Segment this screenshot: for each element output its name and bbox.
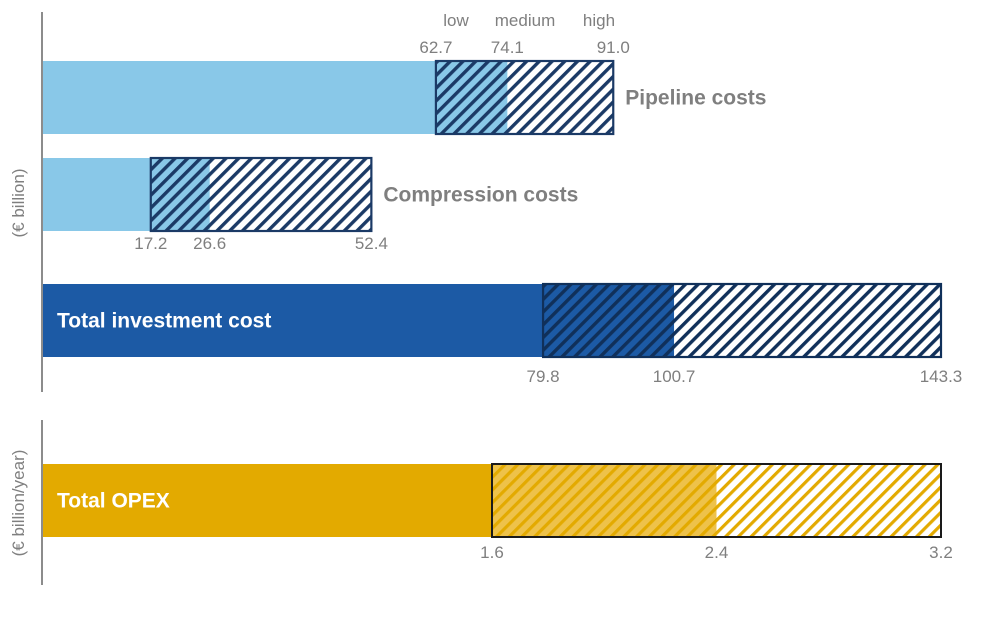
total-investment-hatch	[543, 284, 941, 357]
total-investment-base-segment	[43, 284, 544, 357]
bar-compression-costs: Compression costs 17.2 26.6 52.4	[43, 156, 578, 253]
total-investment-value-high: 143.3	[920, 367, 963, 386]
compression-label: Compression costs	[383, 184, 578, 207]
pipeline-value-low: 62.7	[419, 38, 452, 57]
pipeline-value-medium: 74.1	[491, 38, 524, 57]
pipeline-base-segment	[43, 61, 436, 134]
opex-range-outline	[491, 463, 942, 538]
bar-total-investment-cost: Total investment cost 79.8 100.7 143.3	[43, 282, 963, 386]
pipeline-range-outline	[434, 59, 615, 136]
compression-value-high: 52.4	[355, 234, 388, 253]
compression-value-medium: 26.6	[193, 234, 226, 253]
compression-base-segment	[43, 158, 151, 231]
scenario-label-high: high	[583, 11, 615, 30]
pipeline-hatch	[435, 61, 614, 134]
pipeline-label: Pipeline costs	[625, 87, 766, 110]
investment-axis-label: (€ billion)	[9, 169, 28, 238]
compression-value-low: 17.2	[134, 234, 167, 253]
opex-value-medium: 2.4	[705, 543, 729, 562]
pipeline-value-high: 91.0	[597, 38, 630, 57]
bar-total-opex: Total OPEX 1.6 2.4 3.2	[43, 463, 953, 562]
opex-axis-label: (€ billion/year)	[9, 450, 28, 557]
total-investment-value-low: 79.8	[527, 367, 560, 386]
opex-hatch	[492, 464, 941, 537]
opex-base-segment	[43, 464, 492, 537]
scenario-label-low: low	[443, 11, 469, 30]
compression-range-outline	[149, 156, 373, 233]
bar-pipeline-costs: Pipeline costs 62.7 74.1 91.0	[43, 38, 766, 136]
total-investment-value-medium: 100.7	[653, 367, 696, 386]
opex-label: Total OPEX	[57, 490, 170, 513]
opex-value-low: 1.6	[480, 543, 504, 562]
total-investment-label: Total investment cost	[57, 310, 271, 333]
total-investment-range-outline	[541, 282, 943, 359]
compression-hatch	[150, 158, 372, 231]
scenario-label-medium: medium	[495, 11, 555, 30]
opex-value-high: 3.2	[929, 543, 953, 562]
